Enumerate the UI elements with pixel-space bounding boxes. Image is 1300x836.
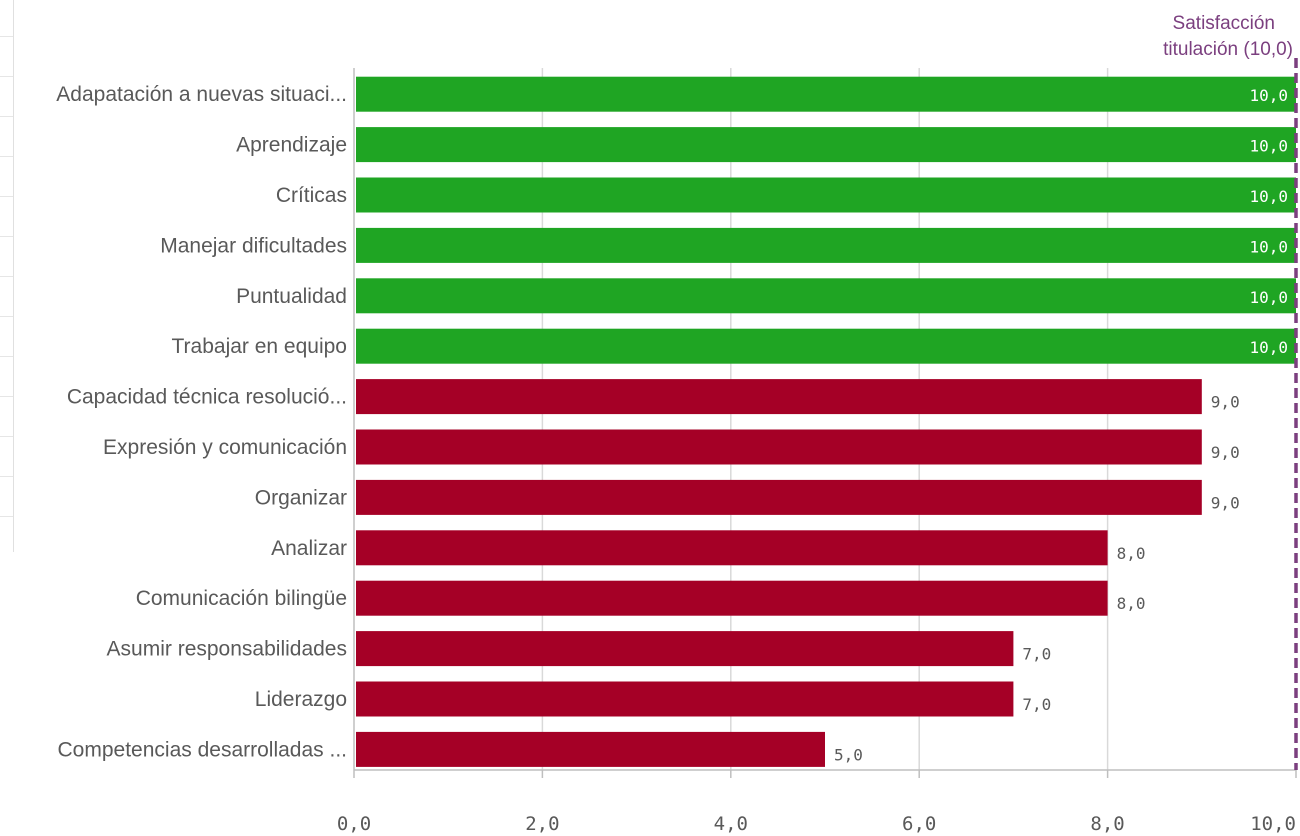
tick-label: 6,0 <box>902 813 936 835</box>
value-label: 9,0 <box>1211 393 1240 412</box>
value-label: 10,0 <box>1249 187 1288 206</box>
bar <box>356 731 825 767</box>
value-label: 5,0 <box>834 745 863 764</box>
bar <box>356 177 1296 213</box>
tick-label: 4,0 <box>714 813 748 835</box>
category-label: Trabajar en equipo <box>171 335 347 358</box>
reference-line-value-label: titulación (10,0) <box>1163 39 1293 60</box>
bar <box>356 379 1202 415</box>
tick-label: 8,0 <box>1090 813 1124 835</box>
x-axis: 0,0 2,0 4,0 6,0 8,0 10,0 <box>337 68 1297 835</box>
tick-label: 10,0 <box>1250 813 1296 835</box>
category-label: Comunicación bilingüe <box>136 587 347 610</box>
category-label: Aprendizaje <box>236 134 347 157</box>
value-label: 10,0 <box>1249 137 1288 156</box>
bar <box>356 631 1014 667</box>
bar <box>356 681 1014 717</box>
category-label: Analizar <box>271 537 347 560</box>
category-label: Manejar dificultades <box>160 234 347 257</box>
category-label: Asumir responsabilidades <box>107 638 347 661</box>
bar <box>356 429 1202 465</box>
bar <box>356 278 1296 314</box>
bar <box>356 328 1296 364</box>
category-label: Críticas <box>276 184 347 207</box>
bar <box>356 530 1108 566</box>
category-label: Capacidad técnica resolució... <box>67 386 347 409</box>
reference-line-label: Satisfacción <box>1173 13 1275 34</box>
category-label: Adapatación a nuevas situaci... <box>56 83 347 106</box>
category-label: Puntualidad <box>236 285 347 308</box>
bar <box>356 127 1296 163</box>
left-edge-gridlines <box>0 0 14 560</box>
value-label: 8,0 <box>1117 594 1146 613</box>
value-label: 8,0 <box>1117 544 1146 563</box>
bar <box>356 479 1202 515</box>
value-label: 9,0 <box>1211 493 1240 512</box>
value-label: 10,0 <box>1249 86 1288 105</box>
tick-label: 0,0 <box>337 813 371 835</box>
bar <box>356 580 1108 616</box>
value-label: 9,0 <box>1211 443 1240 462</box>
value-label: 10,0 <box>1249 338 1288 357</box>
category-label: Expresión y comunicación <box>103 436 347 459</box>
value-labels: 10,0 10,0 10,0 10,0 10,0 10,0 9,0 9,0 9,0 8,0 8,0 7… <box>834 86 1288 764</box>
reference-line: Satisfacción titulación (10,0) <box>1163 13 1298 770</box>
value-label: 7,0 <box>1022 645 1051 664</box>
value-label: 10,0 <box>1249 288 1288 307</box>
bars <box>356 76 1296 767</box>
value-label: 7,0 <box>1022 695 1051 714</box>
bar <box>356 76 1296 112</box>
value-label: 10,0 <box>1249 237 1288 256</box>
tick-label: 2,0 <box>525 813 559 835</box>
category-label: Liderazgo <box>255 688 347 711</box>
category-label: Organizar <box>255 486 347 509</box>
category-labels: Adapatación a nuevas situaci... Aprendiza… <box>56 83 347 761</box>
bar <box>356 227 1296 263</box>
category-label: Competencias desarrolladas ... <box>58 738 347 761</box>
